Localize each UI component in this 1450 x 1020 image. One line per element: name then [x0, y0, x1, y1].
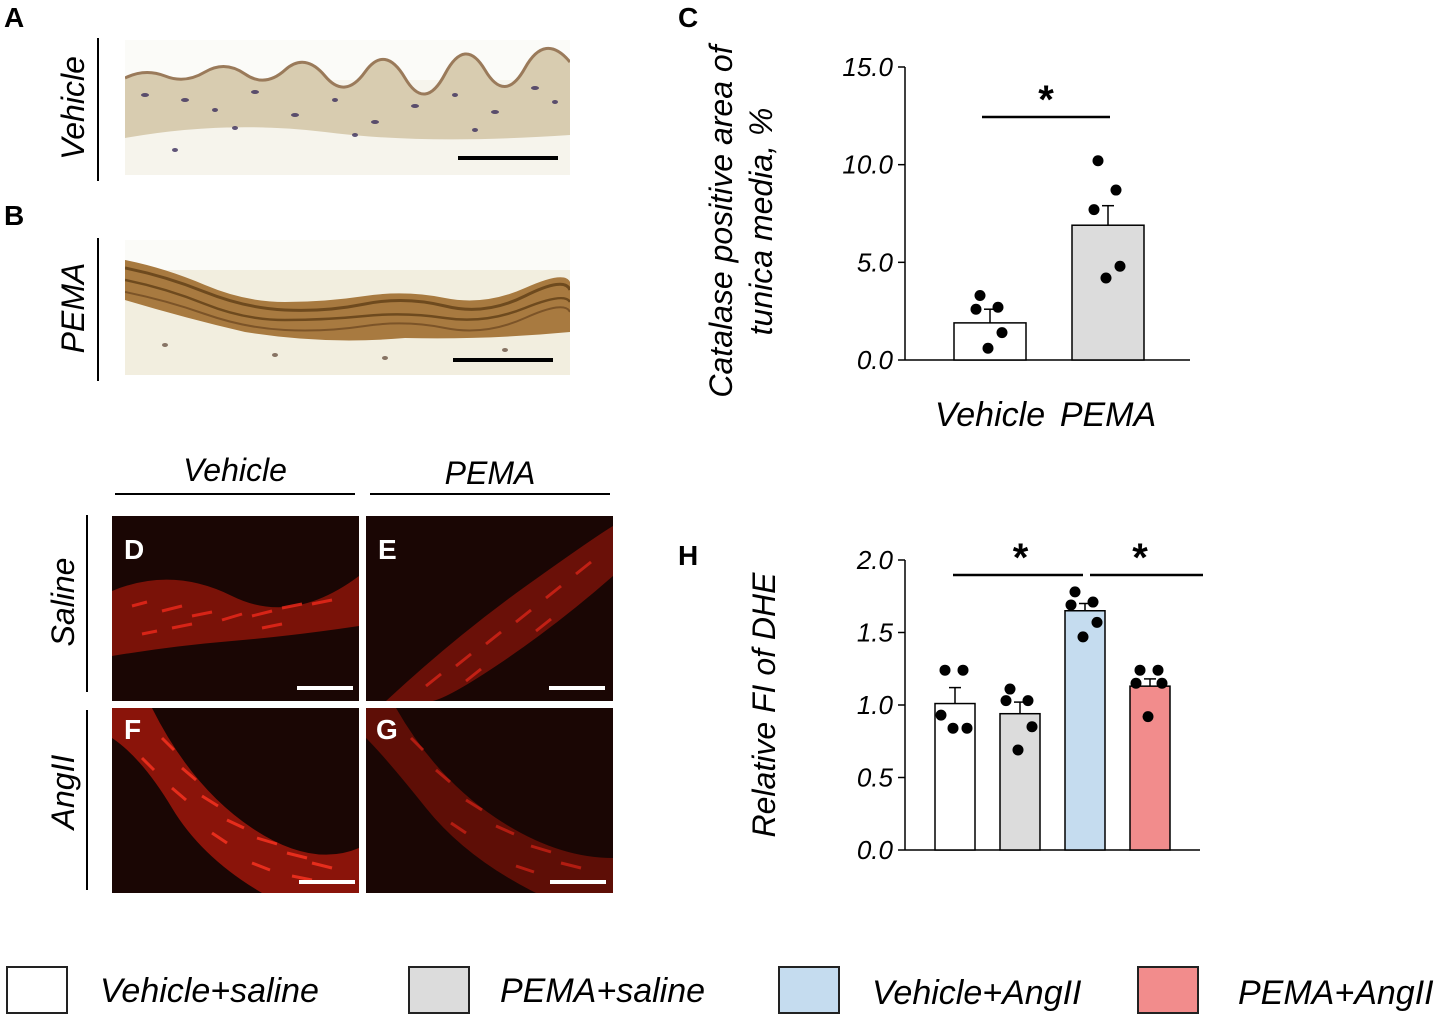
legend-label-vehicle-angii: Vehicle+AngII [872, 974, 1082, 1012]
panel-label-a: A [4, 2, 25, 33]
data-point [1000, 695, 1012, 707]
bar [953, 322, 1027, 361]
legend-swatch-vehicle-angii [778, 966, 840, 1014]
y-tick-label: 2.0 [856, 545, 894, 575]
data-point [939, 664, 951, 676]
panel-label-f: F [124, 714, 142, 745]
data-point [947, 722, 959, 734]
x-tick-label: PEMA [1060, 396, 1156, 434]
data-point [1130, 677, 1142, 689]
column-underline-vehicle [115, 493, 355, 495]
y-axis-label: tunica media, % [743, 108, 779, 336]
legend-swatch-vehicle-saline [6, 966, 68, 1014]
data-point [1092, 155, 1104, 167]
x-tick-label: Vehicle [935, 396, 1045, 434]
y-tick-label: 1.5 [857, 618, 894, 648]
legend-label-pema-angii: PEMA+AngII [1238, 974, 1434, 1012]
data-point [1026, 721, 1038, 733]
y-axis-label: Relative FI of DHE [746, 572, 782, 838]
y-tick-label: 0.5 [857, 763, 894, 793]
data-point [974, 290, 986, 302]
scale-bar [550, 880, 606, 884]
legend-swatch-pema-saline [408, 966, 470, 1014]
row-label-angii: AngII [45, 754, 81, 830]
bar [1071, 224, 1145, 361]
legend-swatch-pema-angii [1137, 966, 1199, 1014]
y-tick-label: 1.0 [857, 690, 894, 720]
column-underline-pema [370, 493, 610, 495]
data-point [1088, 204, 1100, 216]
data-point [1022, 695, 1034, 707]
data-point [1152, 664, 1164, 676]
y-tick-label: 0.0 [857, 835, 894, 865]
scale-bar [297, 686, 353, 690]
scale-bar [453, 358, 553, 362]
significance-marker: * [1038, 78, 1054, 122]
fluorescence-vehicle-angii: F [112, 708, 359, 893]
scale-bar [549, 686, 605, 690]
data-point [1065, 599, 1077, 611]
panel-label-b: B [4, 200, 25, 231]
significance-marker: * [1132, 536, 1148, 580]
data-point [1077, 631, 1089, 643]
chart-c-catalase: 0.0 5.0 10.0 15.0 Catalase positive area of t… [703, 42, 1190, 434]
chart-h-dhe: 0.0 0.5 1.0 1.5 2.0 Relative FI of DHE * * [746, 536, 1203, 865]
column-label-pema: PEMA [444, 455, 536, 491]
micrograph-pema-catalase [125, 240, 570, 375]
bar [999, 712, 1041, 851]
data-point [1069, 586, 1081, 598]
row-label-divider-angii [86, 710, 88, 890]
data-point [961, 722, 973, 734]
legend-label-vehicle-saline: Vehicle+saline [100, 972, 319, 1010]
scale-bar [458, 156, 558, 160]
data-point [957, 664, 969, 676]
y-axis-label: Catalase positive area of [703, 42, 739, 397]
scale-bar [299, 880, 355, 884]
significance-marker: * [1013, 536, 1029, 580]
micrograph-vehicle-catalase [125, 40, 570, 175]
panel-label-h: H [678, 540, 699, 571]
panel-label-c: C [678, 2, 699, 33]
data-point [1091, 616, 1103, 628]
row-label-saline: Saline [45, 557, 81, 647]
data-point [996, 327, 1008, 339]
fluorescence-pema-saline: E [366, 516, 613, 701]
fluorescence-vehicle-saline: D [112, 516, 359, 701]
panel-label-d: D [124, 534, 145, 565]
bar [1064, 610, 1106, 851]
row-label-divider-b [97, 238, 99, 381]
data-point [1012, 744, 1024, 756]
y-tick-label: 10.0 [842, 150, 893, 180]
row-label-divider-saline [86, 515, 88, 692]
legend-label-pema-saline: PEMA+saline [500, 972, 706, 1010]
data-point [982, 342, 994, 354]
data-point [935, 709, 947, 721]
data-point [970, 303, 982, 315]
data-point [992, 301, 1004, 313]
y-tick-label: 0.0 [857, 345, 894, 375]
row-label-divider-a [97, 38, 99, 181]
data-point [1134, 664, 1146, 676]
data-point [1100, 272, 1112, 284]
data-point [1110, 184, 1122, 196]
bar [1129, 685, 1171, 851]
column-label-vehicle: Vehicle [183, 452, 287, 488]
data-point [1142, 711, 1154, 723]
data-point [1114, 260, 1126, 272]
data-point [1156, 677, 1168, 689]
data-point [1087, 596, 1099, 608]
row-label-vehicle: Vehicle [55, 56, 91, 160]
panel-label-g: G [376, 714, 398, 745]
panel-label-e: E [378, 534, 397, 565]
data-point [1004, 683, 1016, 695]
y-tick-label: 5.0 [857, 247, 894, 277]
row-label-pema: PEMA [55, 262, 91, 354]
fluorescence-pema-angii: G [366, 708, 613, 893]
y-tick-label: 15.0 [842, 52, 893, 82]
